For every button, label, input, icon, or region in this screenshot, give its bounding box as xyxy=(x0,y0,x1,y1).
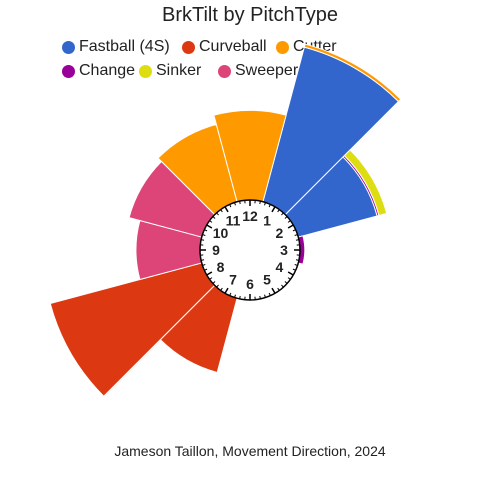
clock-label-6: 6 xyxy=(246,276,254,292)
wedge-cutter-1[interactable] xyxy=(303,43,402,103)
chart-caption: Jameson Taillon, Movement Direction, 202… xyxy=(114,443,386,459)
legend-swatch xyxy=(139,64,152,78)
clock-label-12: 12 xyxy=(242,208,258,224)
minute-tick xyxy=(259,200,261,205)
minute-tick xyxy=(268,204,271,208)
minute-tick xyxy=(209,220,213,223)
minute-tick xyxy=(239,295,241,300)
legend-item-sweeper[interactable]: Sweeper xyxy=(218,62,298,80)
clock-label-5: 5 xyxy=(263,271,271,287)
minute-tick xyxy=(281,212,284,216)
legend-swatch xyxy=(62,64,75,78)
clock-label-1: 1 xyxy=(263,213,271,229)
legend-item-fastball[interactable]: Fastball (4S) xyxy=(62,38,170,56)
minute-tick xyxy=(229,292,232,296)
minute-tick xyxy=(220,209,223,213)
minute-tick xyxy=(202,234,206,236)
hour-tick xyxy=(206,224,213,229)
clock-label-7: 7 xyxy=(229,271,237,287)
minute-tick xyxy=(212,281,216,284)
minute-tick xyxy=(277,209,280,213)
wedge-layer xyxy=(49,43,402,397)
legend-label: Fastball (4S) xyxy=(79,38,170,55)
minute-tick xyxy=(200,259,205,261)
minute-tick xyxy=(239,200,241,205)
hour-tick xyxy=(206,271,213,276)
clock-label-9: 9 xyxy=(212,242,220,258)
minute-tick xyxy=(284,216,288,219)
minute-tick xyxy=(212,216,216,219)
chart-title: BrkTilt by PitchType xyxy=(162,4,338,26)
minute-tick xyxy=(287,277,291,280)
clock-label-10: 10 xyxy=(213,225,229,241)
hour-tick xyxy=(287,224,294,229)
clock-label-3: 3 xyxy=(280,242,288,258)
minute-tick xyxy=(204,229,208,232)
minute-tick xyxy=(292,268,296,271)
minute-tick xyxy=(209,277,213,280)
minute-tick xyxy=(277,287,280,291)
legend-item-change[interactable]: Change xyxy=(62,62,135,80)
hour-tick xyxy=(287,271,294,276)
minute-tick xyxy=(294,264,298,266)
minute-tick xyxy=(292,229,296,232)
wedge-sinker-2[interactable] xyxy=(343,149,388,217)
minute-tick xyxy=(284,281,288,284)
minute-tick xyxy=(220,287,223,291)
minute-tick xyxy=(216,284,219,288)
legend-swatch xyxy=(218,64,231,78)
clock-label-11: 11 xyxy=(226,213,241,229)
legend-label: Change xyxy=(79,62,136,79)
minute-tick xyxy=(204,268,208,271)
minute-tick xyxy=(234,294,236,298)
minute-tick xyxy=(268,292,271,296)
minute-tick xyxy=(216,212,219,216)
minute-tick xyxy=(294,234,298,236)
clock-label-2: 2 xyxy=(276,225,284,241)
hour-tick xyxy=(271,206,276,213)
legend-swatch xyxy=(62,40,75,54)
minute-tick xyxy=(287,220,291,223)
legend-label: Sinker xyxy=(156,62,202,79)
minute-tick xyxy=(229,204,232,208)
minute-tick xyxy=(234,202,236,206)
minute-tick xyxy=(281,284,284,288)
minute-tick xyxy=(200,239,205,241)
legend-label: Sweeper xyxy=(235,62,299,79)
hour-tick xyxy=(271,287,276,294)
minute-tick xyxy=(264,202,266,206)
clock-ticks xyxy=(200,200,300,300)
clock-label-4: 4 xyxy=(276,259,284,275)
minute-tick xyxy=(259,295,261,300)
minute-tick xyxy=(202,264,206,266)
hour-tick xyxy=(224,206,229,213)
minute-tick xyxy=(295,259,300,261)
hour-tick xyxy=(224,287,229,294)
legend-swatch xyxy=(182,40,195,54)
minute-tick xyxy=(264,294,266,298)
minute-tick xyxy=(295,239,300,241)
legend-swatch xyxy=(276,40,289,54)
clock-label-8: 8 xyxy=(217,259,225,275)
legend-label: Curveball xyxy=(199,38,267,55)
legend-item-sinker[interactable]: Sinker xyxy=(139,62,201,80)
legend-item-curveball[interactable]: Curveball xyxy=(182,38,267,56)
